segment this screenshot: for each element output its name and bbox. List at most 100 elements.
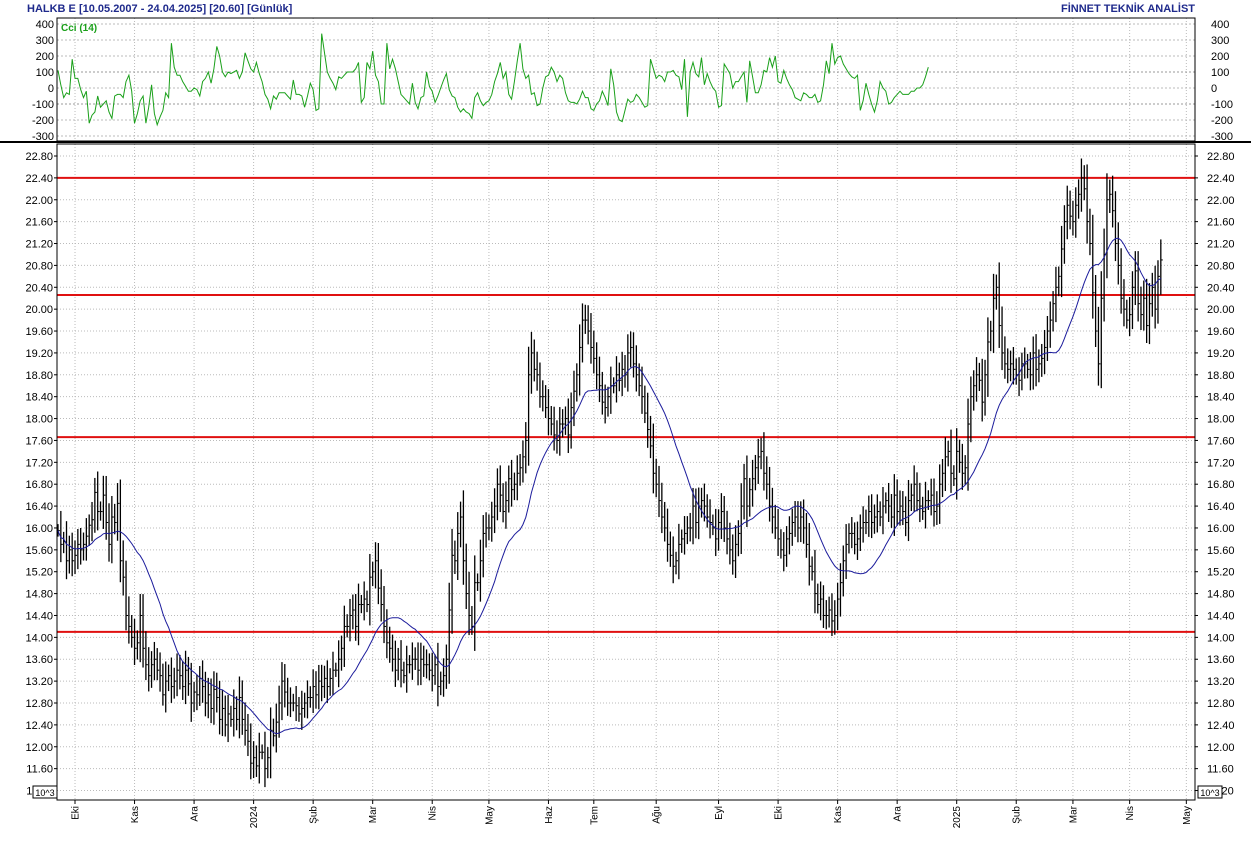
price-bar bbox=[454, 540, 457, 575]
price-bar bbox=[153, 641, 157, 681]
price-bar bbox=[740, 483, 744, 555]
price-bar bbox=[462, 490, 466, 585]
axis-scale-label: 10^3 bbox=[35, 788, 54, 798]
price-bar bbox=[1097, 306, 1101, 386]
price-bar bbox=[763, 432, 766, 491]
price-bar bbox=[394, 640, 398, 687]
price-bar bbox=[360, 594, 364, 614]
price-bar bbox=[933, 478, 937, 527]
price-bar bbox=[698, 487, 701, 540]
price-bar bbox=[681, 529, 684, 553]
price-bar bbox=[221, 689, 225, 737]
y-axis-left: 400 300 200 100 0 -100 -200 -300 22.80 22.40 22.00… bbox=[25, 19, 57, 798]
price-bar bbox=[85, 518, 89, 561]
price-bar bbox=[848, 523, 851, 554]
x-tick-label: Ağu bbox=[652, 806, 663, 824]
price-bar bbox=[683, 516, 687, 555]
price-bar bbox=[380, 569, 384, 622]
price-bar bbox=[1049, 301, 1053, 348]
price-bar bbox=[196, 674, 199, 711]
price-bar bbox=[630, 331, 633, 368]
price-bar bbox=[457, 512, 460, 580]
price-bar bbox=[218, 680, 222, 735]
price-bar bbox=[1160, 239, 1163, 295]
cci-tick-label-right: -300 bbox=[1211, 131, 1233, 143]
cci-panel-label: Cci (14) bbox=[61, 23, 97, 34]
price-tick-label-left: 21.20 bbox=[25, 239, 53, 251]
price-tick-label-left: 22.80 bbox=[25, 151, 53, 163]
price-bar bbox=[899, 490, 902, 526]
price-bar bbox=[111, 496, 114, 564]
price-bar bbox=[88, 514, 92, 546]
price-tick-label-left: 12.40 bbox=[25, 720, 53, 732]
cci-tick-label-left: 400 bbox=[36, 19, 54, 31]
cci-tick-label-right: -200 bbox=[1211, 115, 1233, 127]
price-bar bbox=[953, 465, 956, 486]
price-bar bbox=[627, 334, 630, 392]
price-bar bbox=[1001, 306, 1005, 371]
price-bar bbox=[400, 640, 404, 688]
price-tick-label-right: 20.00 bbox=[1207, 304, 1235, 316]
cci-tick-label-left: 100 bbox=[36, 67, 54, 79]
price-bar bbox=[397, 647, 401, 681]
price-bar bbox=[794, 500, 798, 537]
axis-scale-label: 10^3 bbox=[1200, 788, 1219, 798]
price-bar bbox=[805, 513, 809, 558]
x-tick-label: Ara bbox=[190, 806, 201, 822]
price-bar bbox=[666, 508, 670, 562]
panel-labels: 10^3 10^3 Cci (14) bbox=[32, 23, 1223, 799]
price-bar bbox=[695, 488, 698, 539]
price-bar bbox=[610, 366, 613, 414]
cci-line bbox=[57, 33, 929, 127]
price-tick-label-right: 20.80 bbox=[1207, 260, 1235, 272]
price-bar bbox=[621, 351, 625, 397]
price-bar bbox=[321, 664, 324, 702]
price-bar bbox=[369, 553, 372, 626]
price-bar bbox=[235, 696, 239, 731]
price-bar bbox=[1103, 228, 1107, 322]
price-bar bbox=[301, 690, 304, 730]
price-bar bbox=[973, 370, 976, 411]
price-tick-label-left: 11.60 bbox=[26, 764, 53, 776]
price-bar bbox=[607, 386, 610, 417]
price-bar bbox=[261, 744, 265, 760]
price-bar bbox=[1043, 329, 1047, 375]
price-bar bbox=[374, 542, 378, 589]
price-bars bbox=[57, 158, 1163, 788]
cci-tick-label-left: -100 bbox=[32, 99, 54, 111]
price-bar bbox=[264, 731, 267, 788]
price-bar bbox=[564, 406, 568, 435]
price-bar bbox=[689, 512, 693, 542]
price-bar bbox=[204, 671, 208, 717]
price-bar bbox=[1083, 165, 1087, 201]
cci-frame bbox=[56, 17, 1196, 142]
price-bar bbox=[811, 556, 815, 581]
price-bar bbox=[1123, 279, 1126, 327]
y-axis-right: 400 300 200 100 0 -100 -200 -300 22.80 22.40 22.00… bbox=[1195, 19, 1235, 798]
price-bar bbox=[332, 651, 335, 695]
price-bar bbox=[267, 747, 270, 779]
price-bar bbox=[990, 320, 993, 352]
price-tick-label-right: 22.40 bbox=[1207, 173, 1235, 185]
price-bar bbox=[1021, 352, 1024, 391]
price-tick-label-left: 13.20 bbox=[25, 676, 53, 688]
price-bar bbox=[148, 647, 151, 692]
price-bar bbox=[1063, 205, 1067, 264]
cci-tick-label-right: 200 bbox=[1211, 51, 1229, 63]
price-bar bbox=[723, 496, 727, 542]
price-bar bbox=[941, 458, 945, 498]
price-bar bbox=[547, 389, 551, 436]
price-bar bbox=[406, 645, 409, 693]
price-bar bbox=[114, 503, 117, 535]
price-tick-label-left: 21.60 bbox=[25, 217, 53, 229]
price-bar bbox=[737, 520, 741, 557]
price-bar bbox=[434, 654, 438, 685]
price-bar bbox=[425, 649, 429, 679]
price-bar bbox=[323, 665, 327, 698]
price-bar bbox=[131, 614, 134, 648]
price-bar bbox=[576, 363, 579, 402]
cci-tick-label-right: 400 bbox=[1211, 19, 1229, 31]
price-bar bbox=[179, 654, 182, 690]
price-bar bbox=[182, 660, 185, 700]
price-bar bbox=[596, 342, 599, 390]
